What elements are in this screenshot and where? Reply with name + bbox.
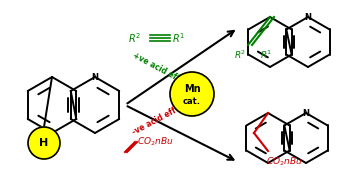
Text: $R^2$: $R^2$ — [128, 31, 141, 45]
Text: $R^1$: $R^1$ — [260, 49, 273, 61]
Text: N: N — [91, 73, 98, 81]
Text: Mn: Mn — [184, 84, 200, 94]
Text: N: N — [304, 12, 312, 22]
Text: $R^1$: $R^1$ — [172, 31, 185, 45]
Circle shape — [170, 72, 214, 116]
Text: cat.: cat. — [183, 97, 201, 105]
Text: $CO_2nBu$: $CO_2nBu$ — [137, 136, 174, 148]
Circle shape — [28, 127, 60, 159]
Text: -ve acid effect: -ve acid effect — [131, 99, 190, 137]
Text: $R^2$: $R^2$ — [234, 49, 246, 61]
Text: +ve acid effect: +ve acid effect — [131, 51, 193, 89]
Text: N: N — [303, 108, 309, 118]
Text: H: H — [39, 138, 48, 148]
Text: $CO_2nBu$: $CO_2nBu$ — [266, 155, 303, 167]
